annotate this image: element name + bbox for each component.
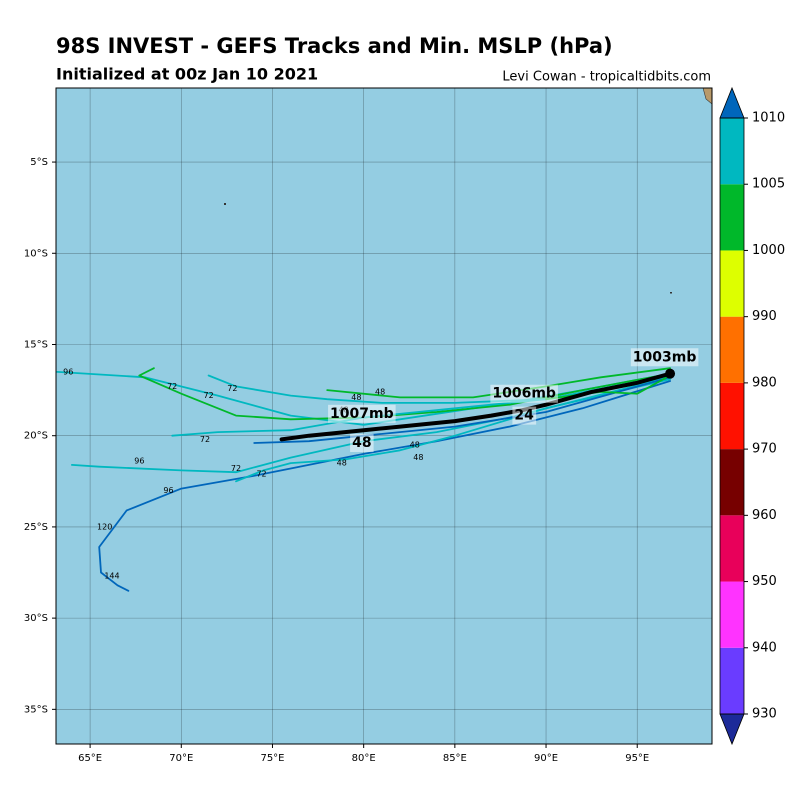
x-tick-label: 95°E xyxy=(625,753,649,764)
land xyxy=(702,88,712,105)
y-tick-label: 5°S xyxy=(30,157,48,168)
colorbar-tick-label: 990 xyxy=(752,309,777,324)
x-tick-label: 75°E xyxy=(260,753,284,764)
mean-track xyxy=(279,371,673,442)
colorbar-segment xyxy=(720,382,744,450)
credit: Levi Cowan - tropicaltidbits.com xyxy=(502,70,711,85)
label-box xyxy=(630,348,699,367)
colorbar-tick-label: 1000 xyxy=(752,243,785,258)
colorbar-segment xyxy=(720,647,744,714)
x-tick-label: 70°E xyxy=(169,753,193,764)
pressure-label: 1003mb xyxy=(633,349,697,365)
colorbar-tick-label: 1005 xyxy=(752,177,785,192)
island xyxy=(224,203,226,205)
colorbar-segment xyxy=(720,118,744,185)
label-box xyxy=(328,404,396,423)
hour-label: 96 xyxy=(63,367,73,376)
colorbar-segment xyxy=(720,581,744,648)
hour-label: 72 xyxy=(204,391,214,400)
x-tick-label: 80°E xyxy=(352,753,376,764)
hour-label: 48 xyxy=(413,453,423,462)
x-tick-label: 90°E xyxy=(534,753,558,764)
hour-label: 72 xyxy=(200,435,210,444)
hour-label: 48 xyxy=(410,440,420,449)
y-tick-label: 15°S xyxy=(24,339,48,350)
colorbar-segment xyxy=(720,449,744,516)
pressure-label: 1007mb xyxy=(330,406,394,422)
chart-subtitle: Initialized at 00z Jan 10 2021 xyxy=(56,65,318,84)
hour-label: 48 xyxy=(375,387,385,396)
hour-label: 72 xyxy=(256,470,266,479)
colorbar: 930 940 950 960 970 980 990 1000 1005 1010 xyxy=(719,86,785,746)
y-tick-label: 35°S xyxy=(24,704,48,715)
label-box xyxy=(350,433,374,452)
colorbar-frame xyxy=(719,117,745,715)
ensemble-track xyxy=(253,376,671,444)
colorbar-segment xyxy=(720,316,744,383)
label-box xyxy=(512,406,537,425)
colorbar-tick-label: 970 xyxy=(752,442,777,457)
y-tick-label: 20°S xyxy=(24,431,48,442)
pressure-label: 48 xyxy=(352,435,371,451)
hour-label: 144 xyxy=(104,572,119,581)
y-tick-label: 25°S xyxy=(24,522,48,533)
colorbar-segment xyxy=(720,250,744,317)
island xyxy=(670,292,672,294)
hour-label: 72 xyxy=(167,382,177,391)
pressure-label: 1006mb xyxy=(492,386,556,402)
colorbar-tick-label: 960 xyxy=(752,508,777,523)
y-tick-label: 10°S xyxy=(24,248,48,259)
hour-label: 120 xyxy=(97,522,112,531)
chart-title: 98S INVEST - GEFS Tracks and Min. MSLP (… xyxy=(56,34,613,58)
hour-label: 72 xyxy=(227,384,237,393)
map-frame xyxy=(55,87,713,745)
colorbar-segment xyxy=(720,515,744,582)
colorbar-segment xyxy=(720,184,744,251)
hour-label: 96 xyxy=(163,486,173,495)
colorbar-extend-low xyxy=(719,713,745,746)
colorbar-tick-label: 980 xyxy=(752,375,777,390)
label-box xyxy=(490,384,558,403)
x-tick-label: 85°E xyxy=(443,753,467,764)
colorbar-tick-label: 950 xyxy=(752,574,777,589)
mean-start xyxy=(665,368,676,379)
ensemble-track xyxy=(98,380,671,592)
colorbar-tick-label: 940 xyxy=(752,640,777,655)
colorbar-tick-label: 1010 xyxy=(752,111,785,126)
hour-label: 48 xyxy=(351,393,361,402)
map-layer: 96 72 72 72 72 72 72 96 96 120 144 48 48 48 48 48 48 1003… xyxy=(56,88,712,744)
pressure-label: 24 xyxy=(514,408,534,424)
colorbar-extend-high xyxy=(719,86,745,119)
hour-label: 96 xyxy=(134,457,144,466)
y-tick-label: 30°S xyxy=(24,613,48,624)
x-tick-label: 65°E xyxy=(78,753,102,764)
colorbar-tick-label: 930 xyxy=(752,707,777,722)
hour-label: 72 xyxy=(231,464,241,473)
hour-label: 48 xyxy=(337,459,347,468)
